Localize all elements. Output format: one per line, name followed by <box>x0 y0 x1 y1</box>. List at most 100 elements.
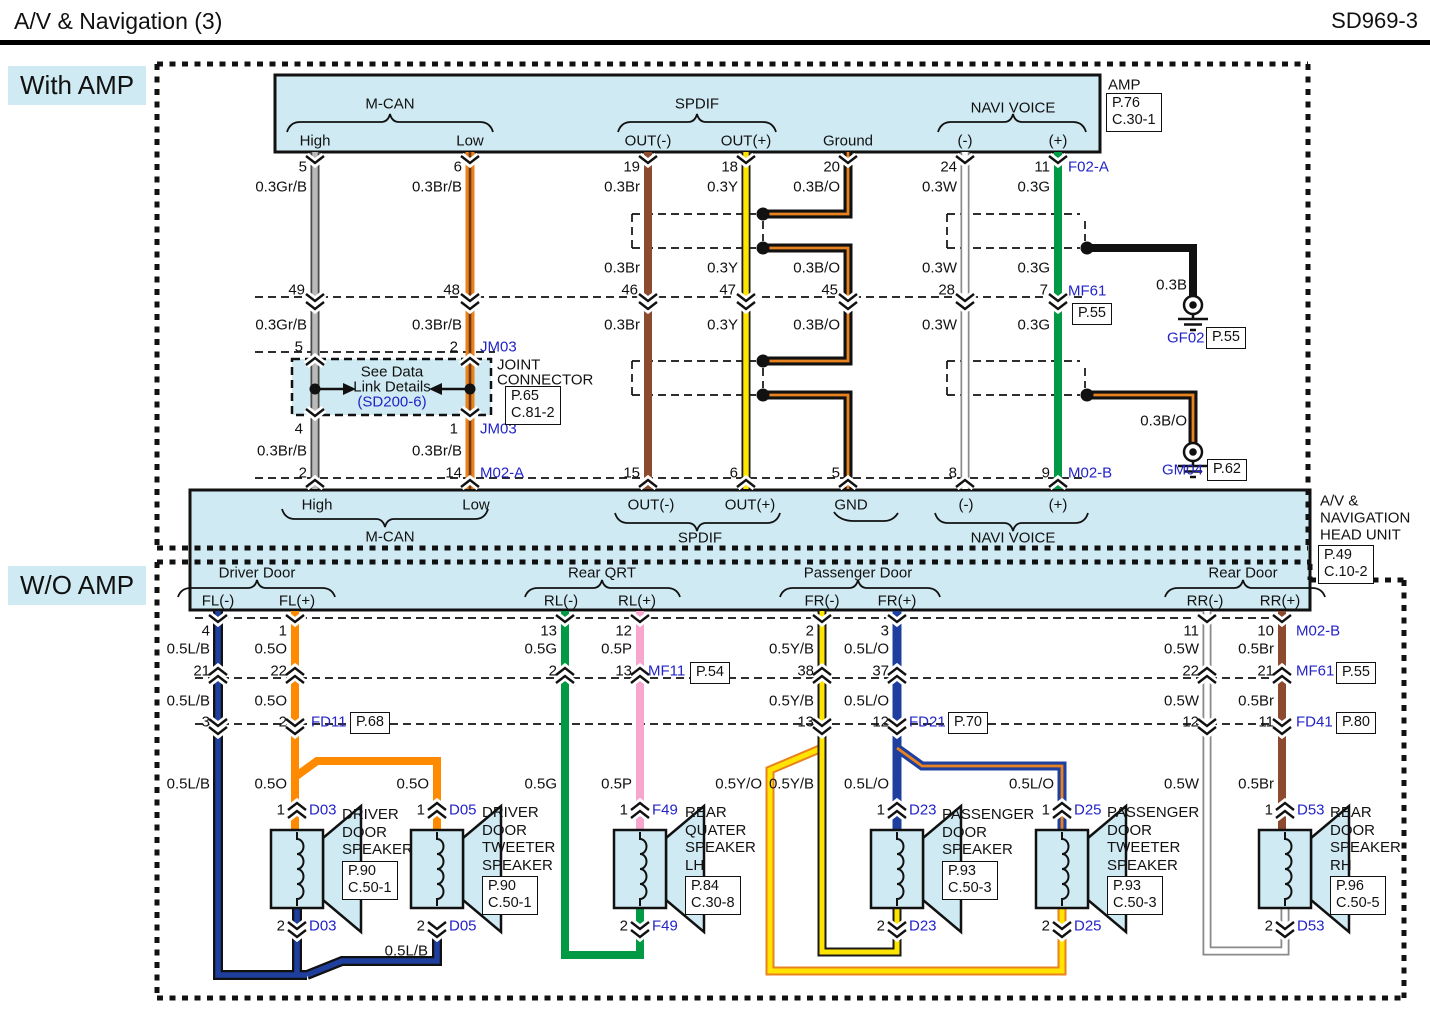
pin-number: 2 <box>805 622 814 640</box>
connector-chevron-up <box>305 356 325 366</box>
diagram-label: (-) <box>957 132 973 150</box>
connector-id: D03 <box>309 917 337 935</box>
wire-gauge-label: 0.5P <box>601 640 632 658</box>
diagram-label: HEAD UNIT <box>1320 526 1401 544</box>
connector-chevron-up <box>887 674 907 684</box>
pin-number: 46 <box>621 281 638 299</box>
pin-number: 12 <box>872 713 889 731</box>
pin-number: 48 <box>443 281 460 299</box>
connector-chevron-down <box>285 718 305 728</box>
connector-chevron-up <box>838 478 858 488</box>
wire-gauge-label: 0.5P <box>601 775 632 793</box>
diagram-label: JOINT <box>497 356 541 374</box>
connector-chevron-down <box>460 155 480 165</box>
connector-chevron-down <box>736 293 756 303</box>
page-ref-box: P.80 <box>1336 712 1376 734</box>
ground-symbol-gm04 <box>1178 441 1208 479</box>
page-ref-box: P.55 <box>1206 327 1246 349</box>
wire-gauge-label: 0.3W <box>921 259 957 277</box>
connector-chevron-up <box>1197 674 1217 684</box>
connector-id: MF11 <box>648 662 686 680</box>
wire-gauge-label: 0.5O <box>254 692 287 710</box>
pin-number: 19 <box>623 158 640 176</box>
connector-chevron-down <box>1052 921 1072 931</box>
group-braces <box>177 113 1326 598</box>
connector-chevron-up <box>555 674 575 684</box>
wire-gauge-label: 0.5O <box>254 775 287 793</box>
connector-chevron-down <box>638 301 658 311</box>
diagram-label: OUT(+) <box>724 496 776 514</box>
pin-number: 1 <box>1041 801 1050 819</box>
pin-number: 47 <box>719 281 736 299</box>
pin-number: 12 <box>1182 713 1199 731</box>
diagram-label: Driver Door <box>218 564 296 582</box>
wire-gauge-label: 0.5G <box>524 640 557 658</box>
page-ref-box: P.84 C.30-8 <box>685 876 741 915</box>
connector-chevron-down <box>1272 614 1292 624</box>
speaker-label: PASSENGER DOOR TWEETER SPEAKER <box>1107 804 1200 874</box>
pin-number: 28 <box>938 281 955 299</box>
page-ref-box: P.54 <box>690 662 730 684</box>
page-ref-box: P.93 C.50-3 <box>1107 876 1163 915</box>
wire-gauge-label: 0.5W <box>1163 692 1199 710</box>
speaker-label: DRIVER DOOR SPEAKER <box>342 806 413 858</box>
pin-number: 5 <box>831 464 840 482</box>
wire-gauge-label: 0.3W <box>921 316 957 334</box>
connector-chevron-down <box>630 921 650 931</box>
connector-chevron-up <box>1048 478 1068 488</box>
connector-chevron-down <box>427 929 447 939</box>
connector-chevron-down <box>1048 155 1068 165</box>
wire-gauge-label: 0.3Y <box>707 178 738 196</box>
connector-chevron-up <box>630 801 650 811</box>
pin-number: 49 <box>288 281 305 299</box>
wire-gauge-label: 0.3G <box>1017 178 1050 196</box>
page-ref-box: P.90 C.50-1 <box>482 876 538 915</box>
page-ref-box: P.93 C.50-3 <box>942 861 998 900</box>
diagram-label: RL(-) <box>543 592 579 610</box>
wire-gauge-label: 0.5Br <box>1238 640 1274 658</box>
connector-id: FD41 <box>1296 713 1333 731</box>
connector-id: M02-B <box>1296 622 1341 640</box>
connector-chevron-up <box>285 674 305 684</box>
wire-gauge-label: 0.3B/O <box>1140 412 1187 430</box>
diagram-label: OUT(-) <box>624 132 672 150</box>
wire-gauge-label: 0.5W <box>1163 775 1199 793</box>
connector-pin-markers <box>206 152 1297 943</box>
connector-chevron-down <box>955 301 975 311</box>
wire-gauge-label: 0.3Y <box>707 259 738 277</box>
connector-chevron-up <box>460 478 480 488</box>
pin-number: 9 <box>1041 464 1050 482</box>
wire-gauge-label: 0.3Br <box>604 178 640 196</box>
diagram-label: CONNECTOR <box>497 371 594 389</box>
connector-id: M02-A <box>480 464 525 482</box>
pin-number: 2 <box>548 662 557 680</box>
pin-number: 2 <box>298 464 307 482</box>
wire-gauge-label: 0.5L/O <box>843 640 889 658</box>
connector-id: D53 <box>1297 917 1325 935</box>
diagram-label: AMP <box>1108 76 1141 94</box>
pin-number: 1 <box>876 801 885 819</box>
connector-chevron-up <box>1272 666 1292 676</box>
diagram-label: Ground <box>822 132 874 150</box>
connector-id: D53 <box>1297 801 1325 819</box>
diagram-label: GND <box>834 496 868 514</box>
pin-number: 38 <box>797 662 814 680</box>
connector-chevron-down <box>887 929 907 939</box>
wire-gauge-label: 0.5Y/B <box>768 692 814 710</box>
connector-chevron-down <box>1197 726 1217 736</box>
diagram-label: See Data <box>360 363 424 381</box>
amp-box <box>273 73 1102 154</box>
diagram-label: Low <box>462 496 490 514</box>
pin-number: 1 <box>619 801 628 819</box>
pin-number: 6 <box>729 464 738 482</box>
connector-chevron-down <box>812 718 832 728</box>
connector-chevron-down <box>305 155 325 165</box>
pin-number: 21 <box>193 662 210 680</box>
connector-id: D05 <box>449 801 477 819</box>
pin-number: 14 <box>445 464 462 482</box>
with-amp-border <box>154 61 1311 551</box>
pin-number: 22 <box>1182 662 1199 680</box>
wire-gauge-label: 0.5Br <box>1238 775 1274 793</box>
diagram-label: FR(+) <box>877 592 917 610</box>
pin-number: 2 <box>1264 917 1273 935</box>
